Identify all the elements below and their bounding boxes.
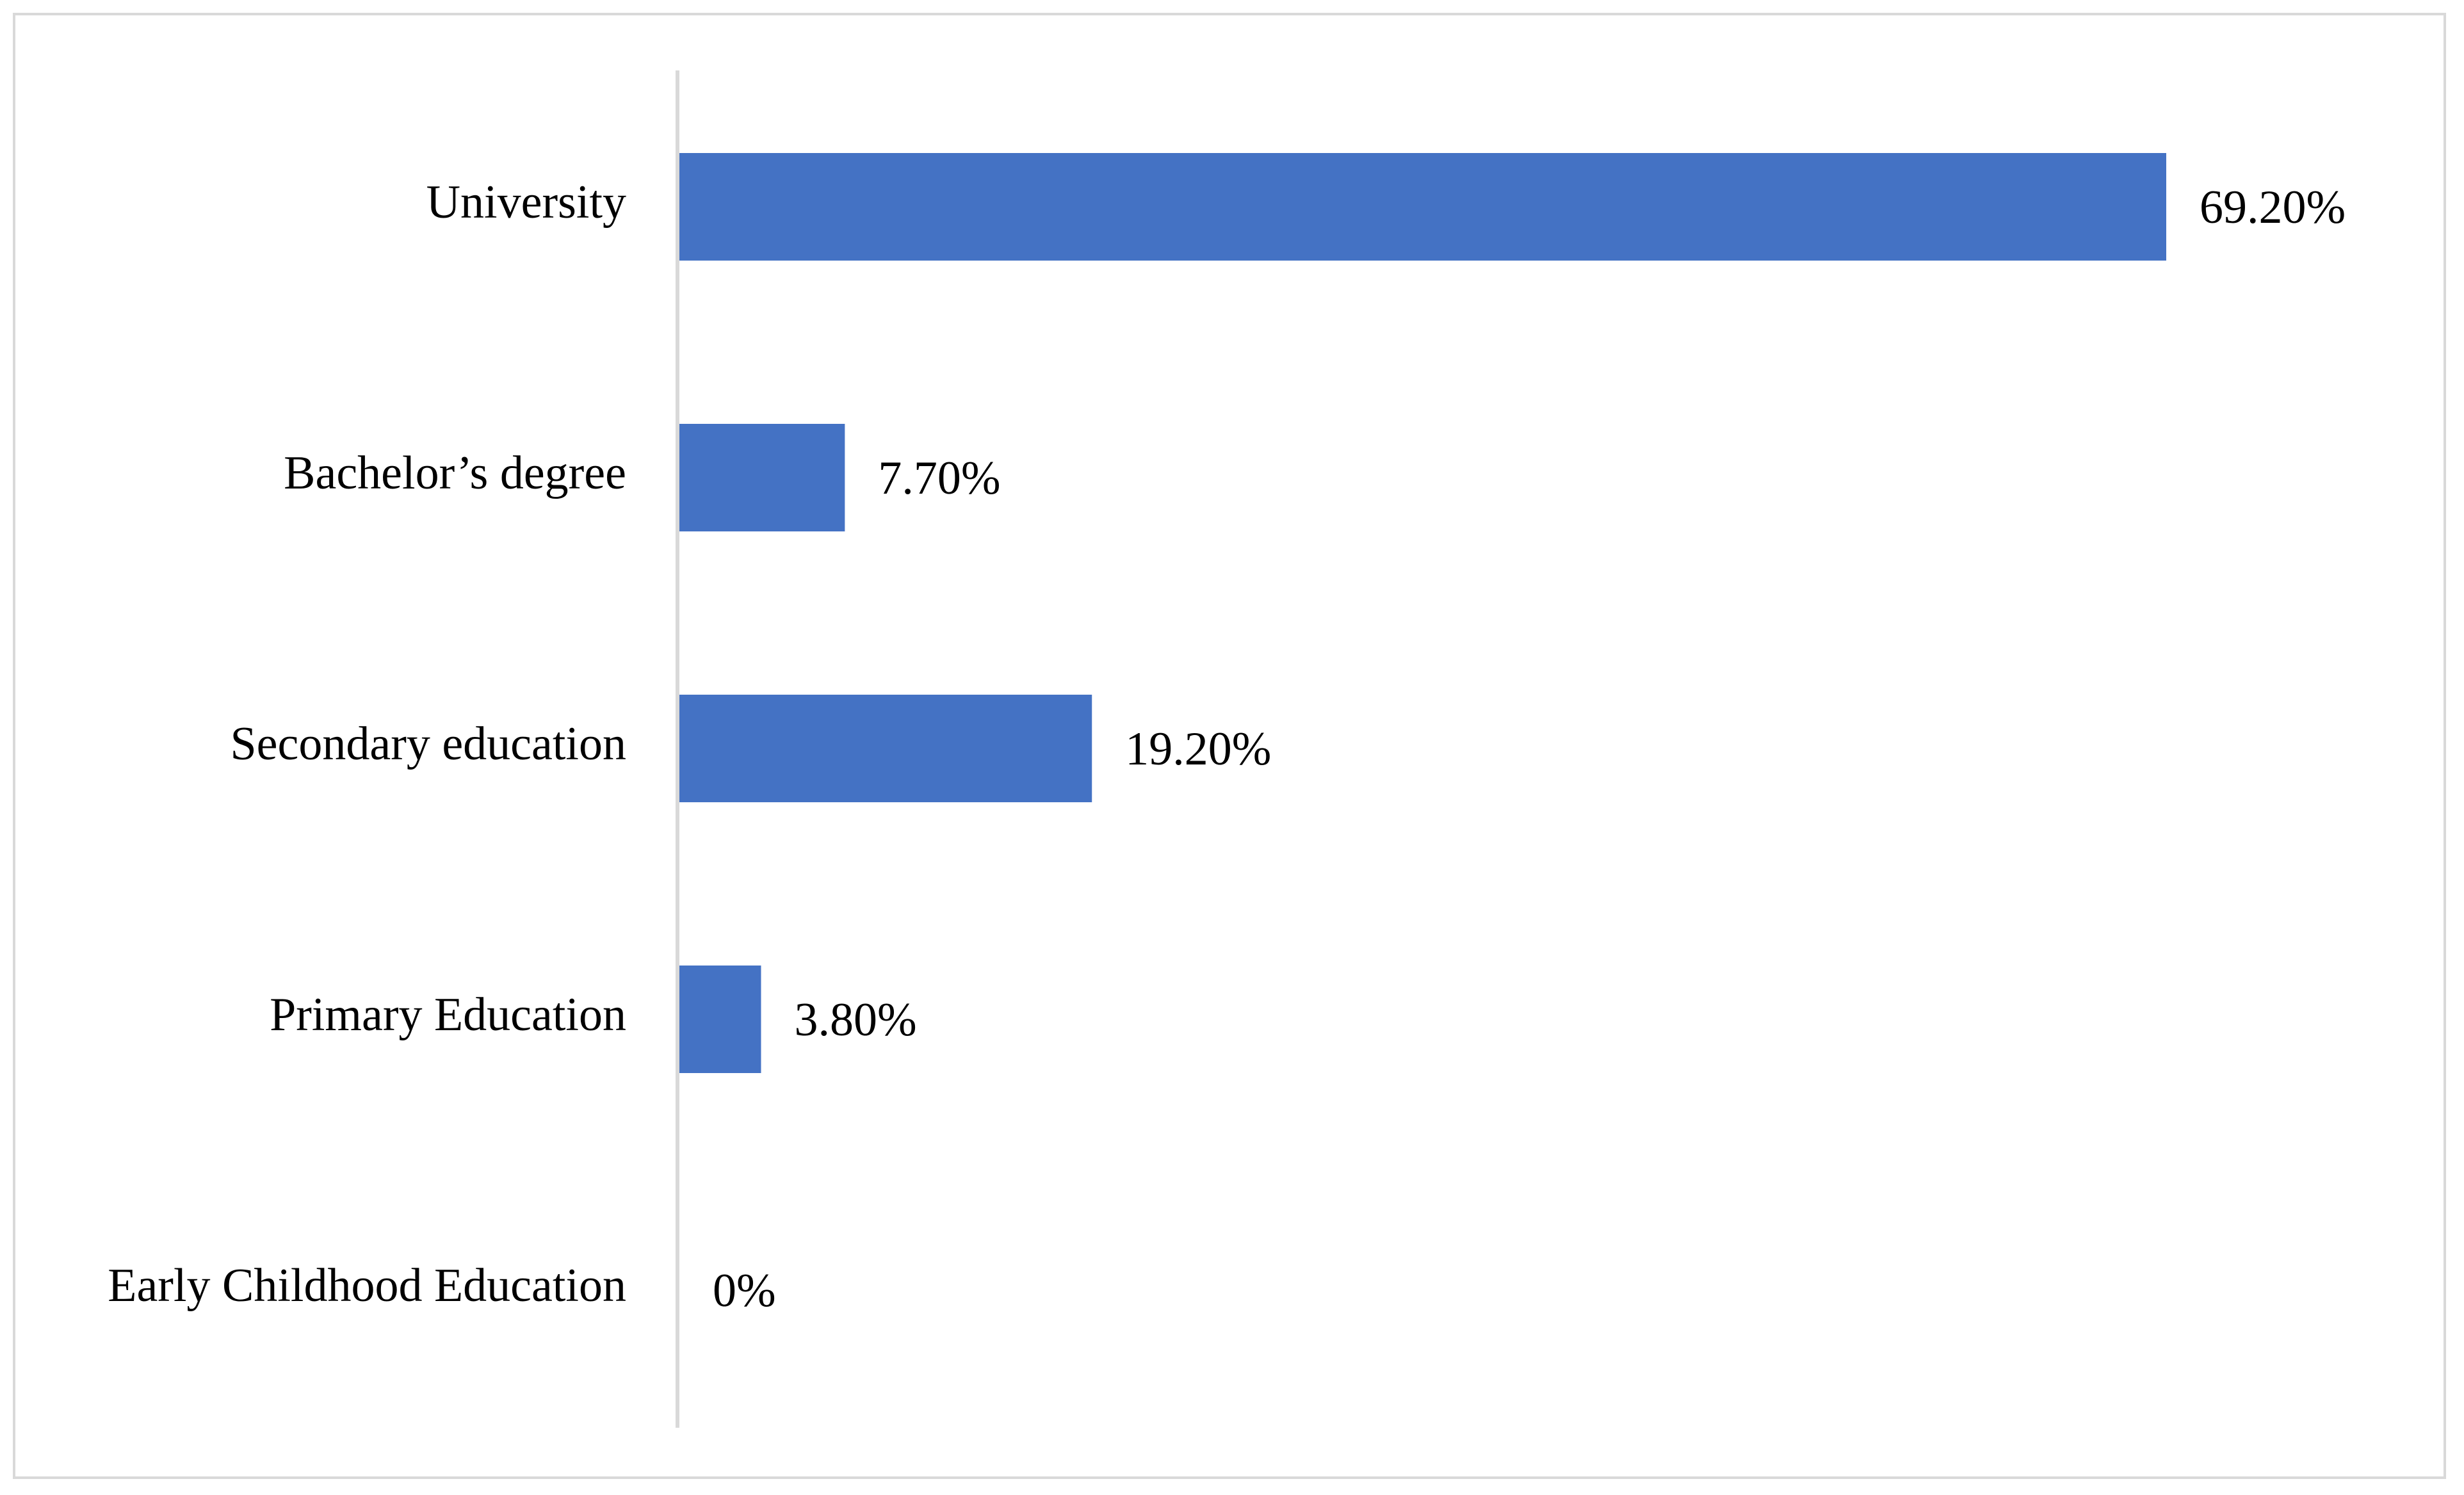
bar-3: [679, 966, 761, 1073]
data-label-0: 69.20%: [2200, 181, 2346, 234]
data-label-3: 3.80%: [795, 994, 917, 1046]
data-label-4: 0%: [713, 1265, 776, 1317]
category-label-1: Bachelor’s degree: [284, 447, 626, 499]
bars-group: [679, 153, 2166, 1073]
category-labels-group: University Bachelor’s degree Secondary edu…: [108, 176, 626, 1312]
category-label-0: University: [426, 176, 626, 229]
category-label-3: Primary Education: [270, 989, 626, 1041]
data-label-2: 19.20%: [1125, 723, 1271, 775]
data-label-1: 7.70%: [878, 452, 1000, 505]
data-labels-group: 69.20% 7.70% 19.20% 3.80% 0%: [713, 181, 2346, 1317]
category-label-2: Secondary education: [231, 718, 627, 770]
category-label-4: Early Childhood Education: [108, 1259, 626, 1312]
bar-2: [679, 695, 1092, 802]
bar-0: [679, 153, 2166, 261]
bar-1: [679, 424, 845, 531]
